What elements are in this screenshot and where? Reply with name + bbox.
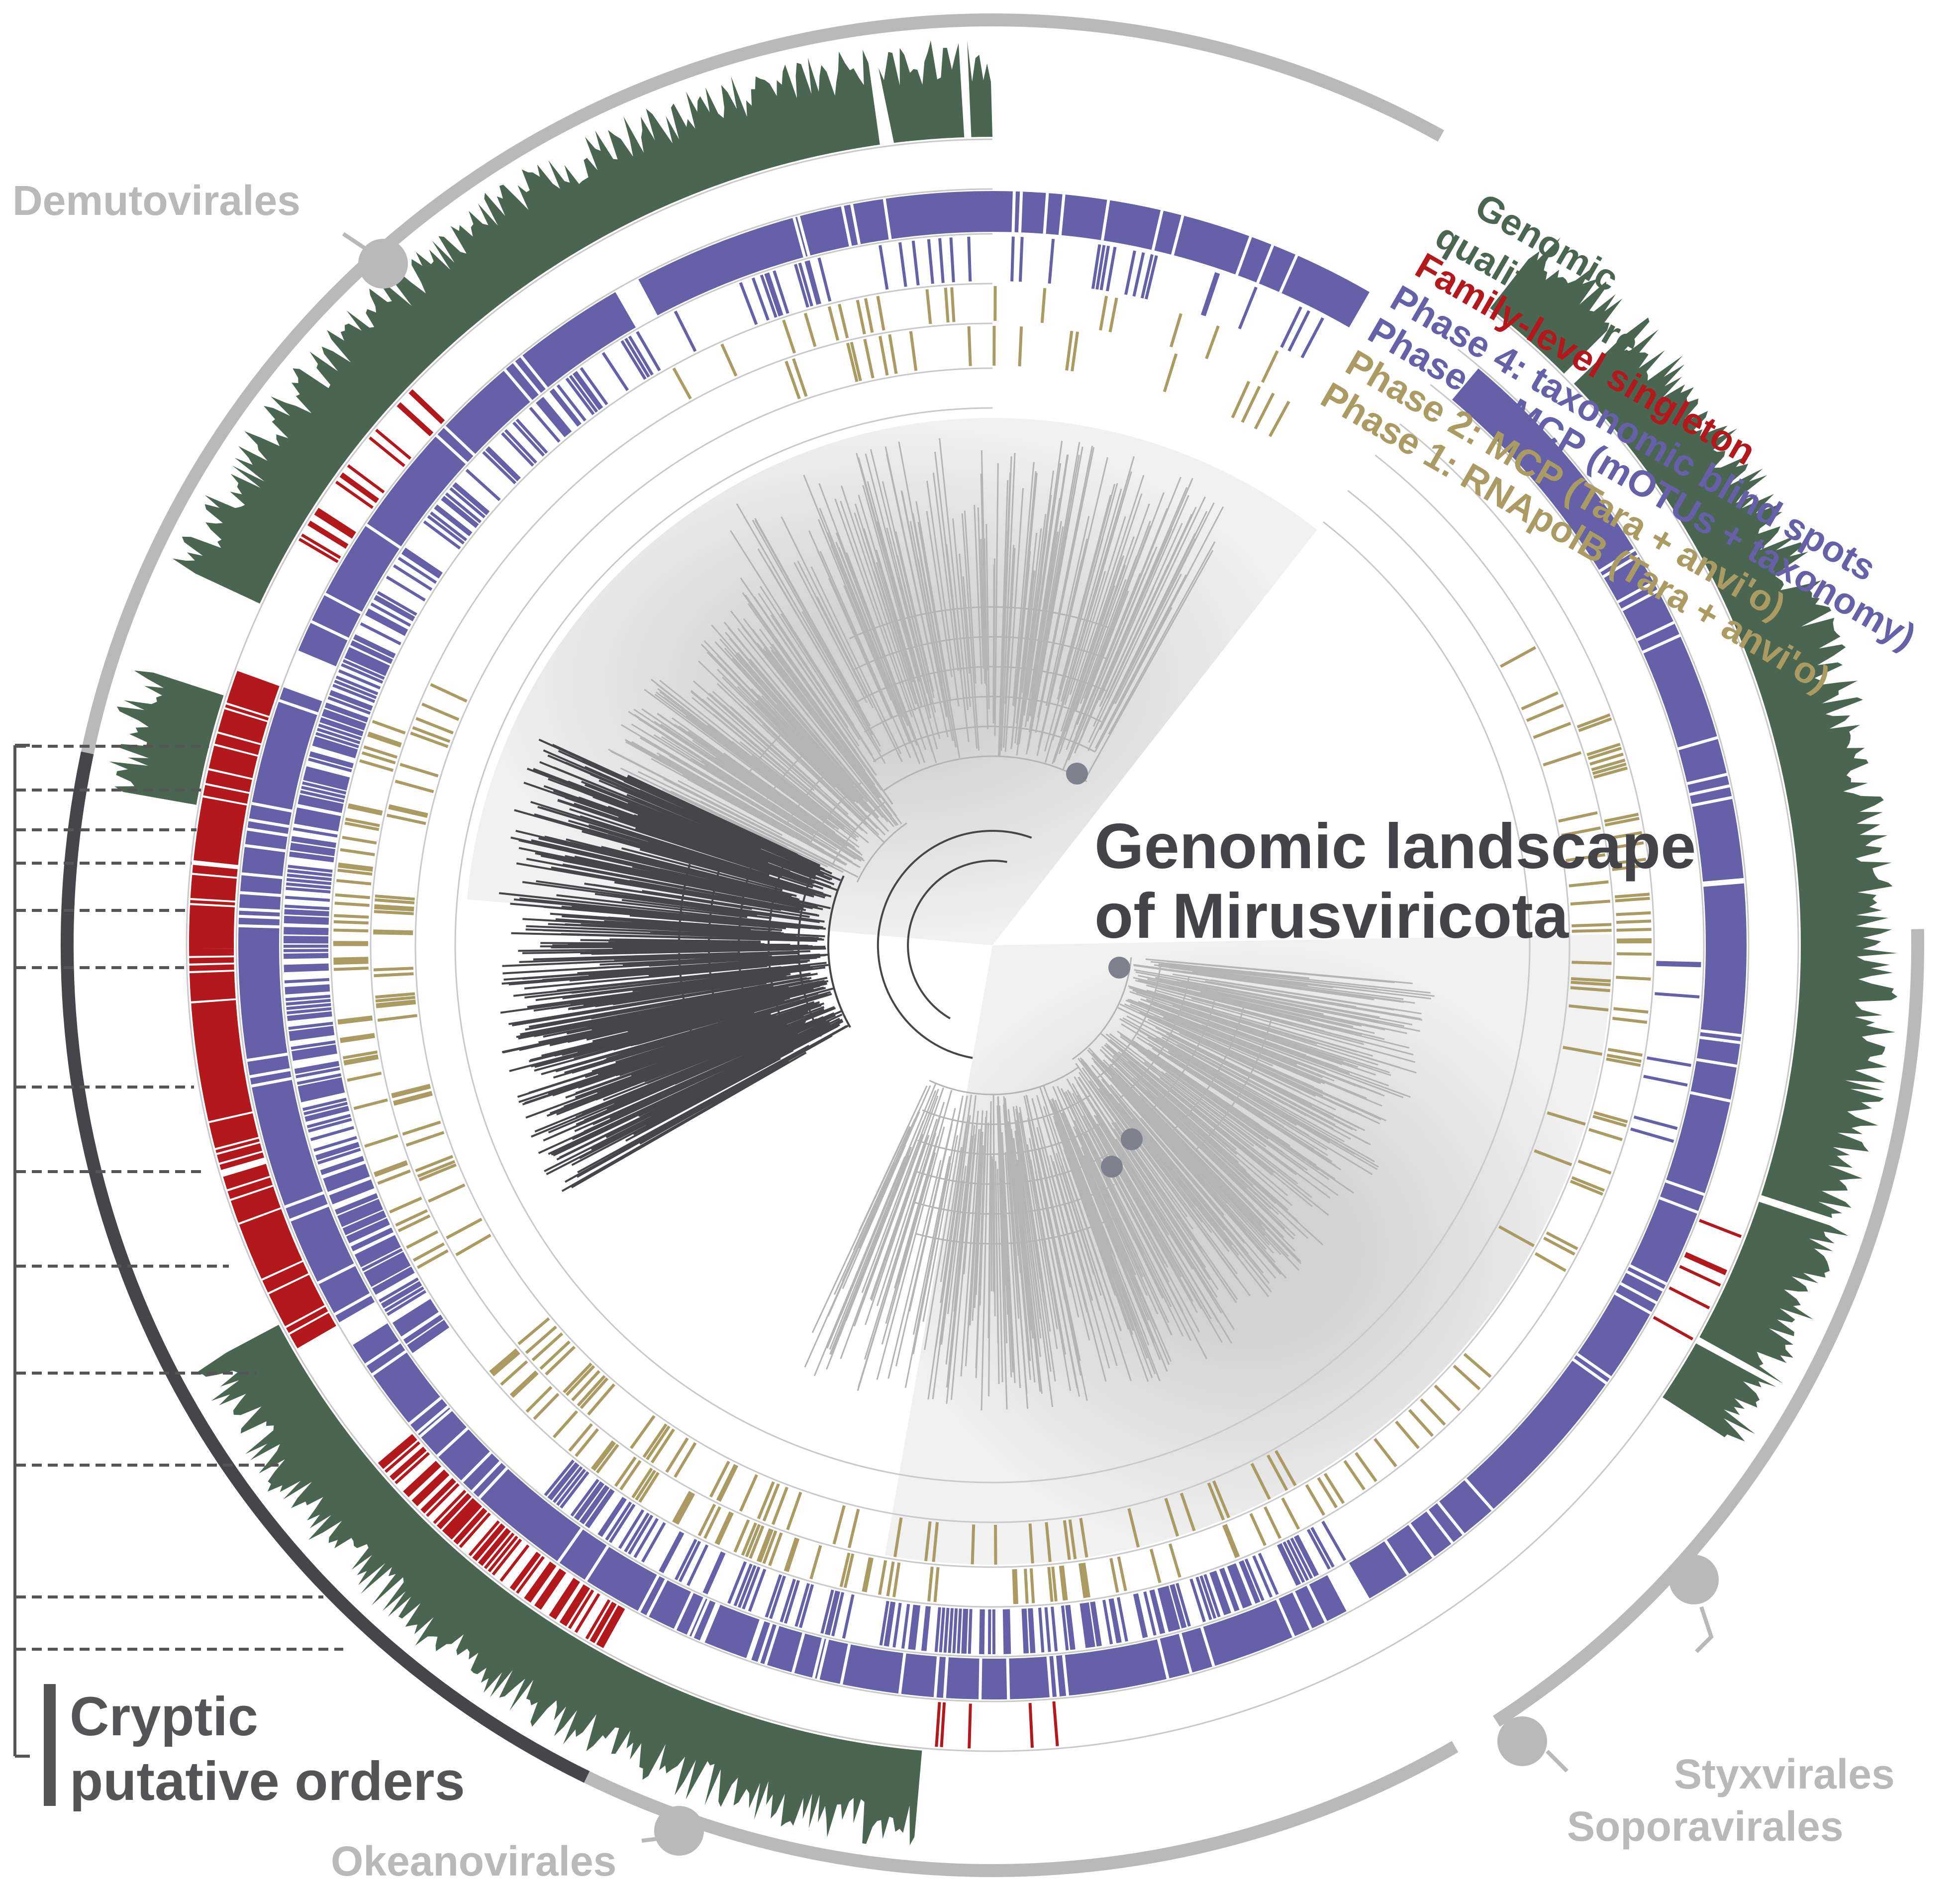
order-node-0 (358, 239, 408, 289)
quality-segment-0 (1490, 237, 1623, 374)
phase4-ring (238, 191, 1747, 1700)
order-label-styxvirales: Styxvirales (1674, 1751, 1895, 1797)
order-node-2 (1669, 1555, 1719, 1604)
tree-node-markers (1066, 763, 1143, 1178)
ring-guide-4 (280, 233, 1705, 1658)
phase1-ring (373, 325, 1612, 1565)
cryptic-label-line2: putative orders (70, 1751, 465, 1812)
node-marker-3 (1101, 1156, 1123, 1178)
quality-segment-3 (1663, 1343, 1776, 1442)
quality-segment-1 (1573, 317, 1898, 1218)
ring-guide-1 (414, 367, 1570, 1523)
quality-segment-5 (109, 670, 224, 805)
phase4-band-4 (638, 191, 1370, 328)
order-node-1 (654, 1806, 704, 1856)
ring-guide-5 (235, 188, 1750, 1702)
clade-demutovirales-b (730, 438, 1224, 791)
phase1-ticks (373, 325, 1612, 1565)
title-line-1: Genomic landscape (1094, 811, 1696, 882)
ring-guide-6 (186, 138, 1799, 1752)
phase3-ring (283, 236, 1701, 1655)
title-line-2: of Mirusviricota (1094, 881, 1569, 952)
ring-guide-3 (330, 283, 1655, 1608)
ring-guides (186, 138, 1799, 1752)
cryptic-label-line1: Cryptic (70, 1686, 258, 1747)
node-marker-1 (1108, 957, 1130, 979)
singleton-ticks (189, 389, 1742, 1749)
ring-guide-0 (454, 407, 1531, 1484)
arc-demutovirales (81, 13, 1444, 755)
leader-soporavirales (1546, 1750, 1568, 1773)
order-label-soporavirales: Soporavirales (1567, 1803, 1844, 1850)
leader-okeanovirales (641, 1836, 662, 1843)
quality-segment-7 (879, 40, 965, 143)
quality-segment-8 (967, 41, 992, 137)
phase4-band-0 (1349, 367, 1747, 1598)
phase3-ticks (283, 236, 1701, 1655)
order-arcs (60, 13, 1924, 1877)
cryptic-dashes (16, 745, 343, 1651)
clade-demutovirales-a (608, 592, 907, 883)
arc-styxvirales (1696, 929, 1924, 1544)
order-label-demutovirales: Demutovirales (12, 177, 300, 224)
leader-demutovirales (342, 232, 367, 251)
phase4-gaps-ticks (238, 191, 1744, 1699)
tree-root-arcs (877, 830, 1032, 1059)
genomic-quality-ring (109, 40, 1898, 1845)
phase2-ring (333, 286, 1652, 1604)
node-marker-0 (1066, 763, 1088, 785)
clade-okeanovirales (804, 1067, 1238, 1411)
order-node-3 (1497, 1716, 1547, 1766)
clade-cryptic (498, 738, 851, 1192)
phase2-ticks (333, 286, 1652, 1604)
phase4-band-2 (238, 687, 375, 1322)
cryptic-bracket (13, 744, 343, 1806)
phylogenetic-tree (498, 438, 1435, 1411)
leader-styxvirales (1695, 1606, 1714, 1653)
ring-guide-2 (370, 322, 1615, 1568)
cryptic-label-bar (44, 1684, 56, 1806)
family-singleton-ring (189, 389, 1742, 1749)
order-label-okeanovirales: Okeanovirales (331, 1838, 616, 1885)
quality-segment-6 (172, 50, 880, 604)
node-marker-2 (1121, 1128, 1143, 1150)
arc-soporavirales (1492, 1536, 1706, 1727)
arc-cryptic (60, 751, 590, 1783)
phase4-band-3 (298, 292, 636, 667)
arc-okeanovirales (584, 1741, 1459, 1877)
quality-segment-4 (194, 1324, 922, 1845)
phase4-band-1 (353, 1323, 1347, 1700)
quality-segment-2 (1699, 1201, 1849, 1384)
